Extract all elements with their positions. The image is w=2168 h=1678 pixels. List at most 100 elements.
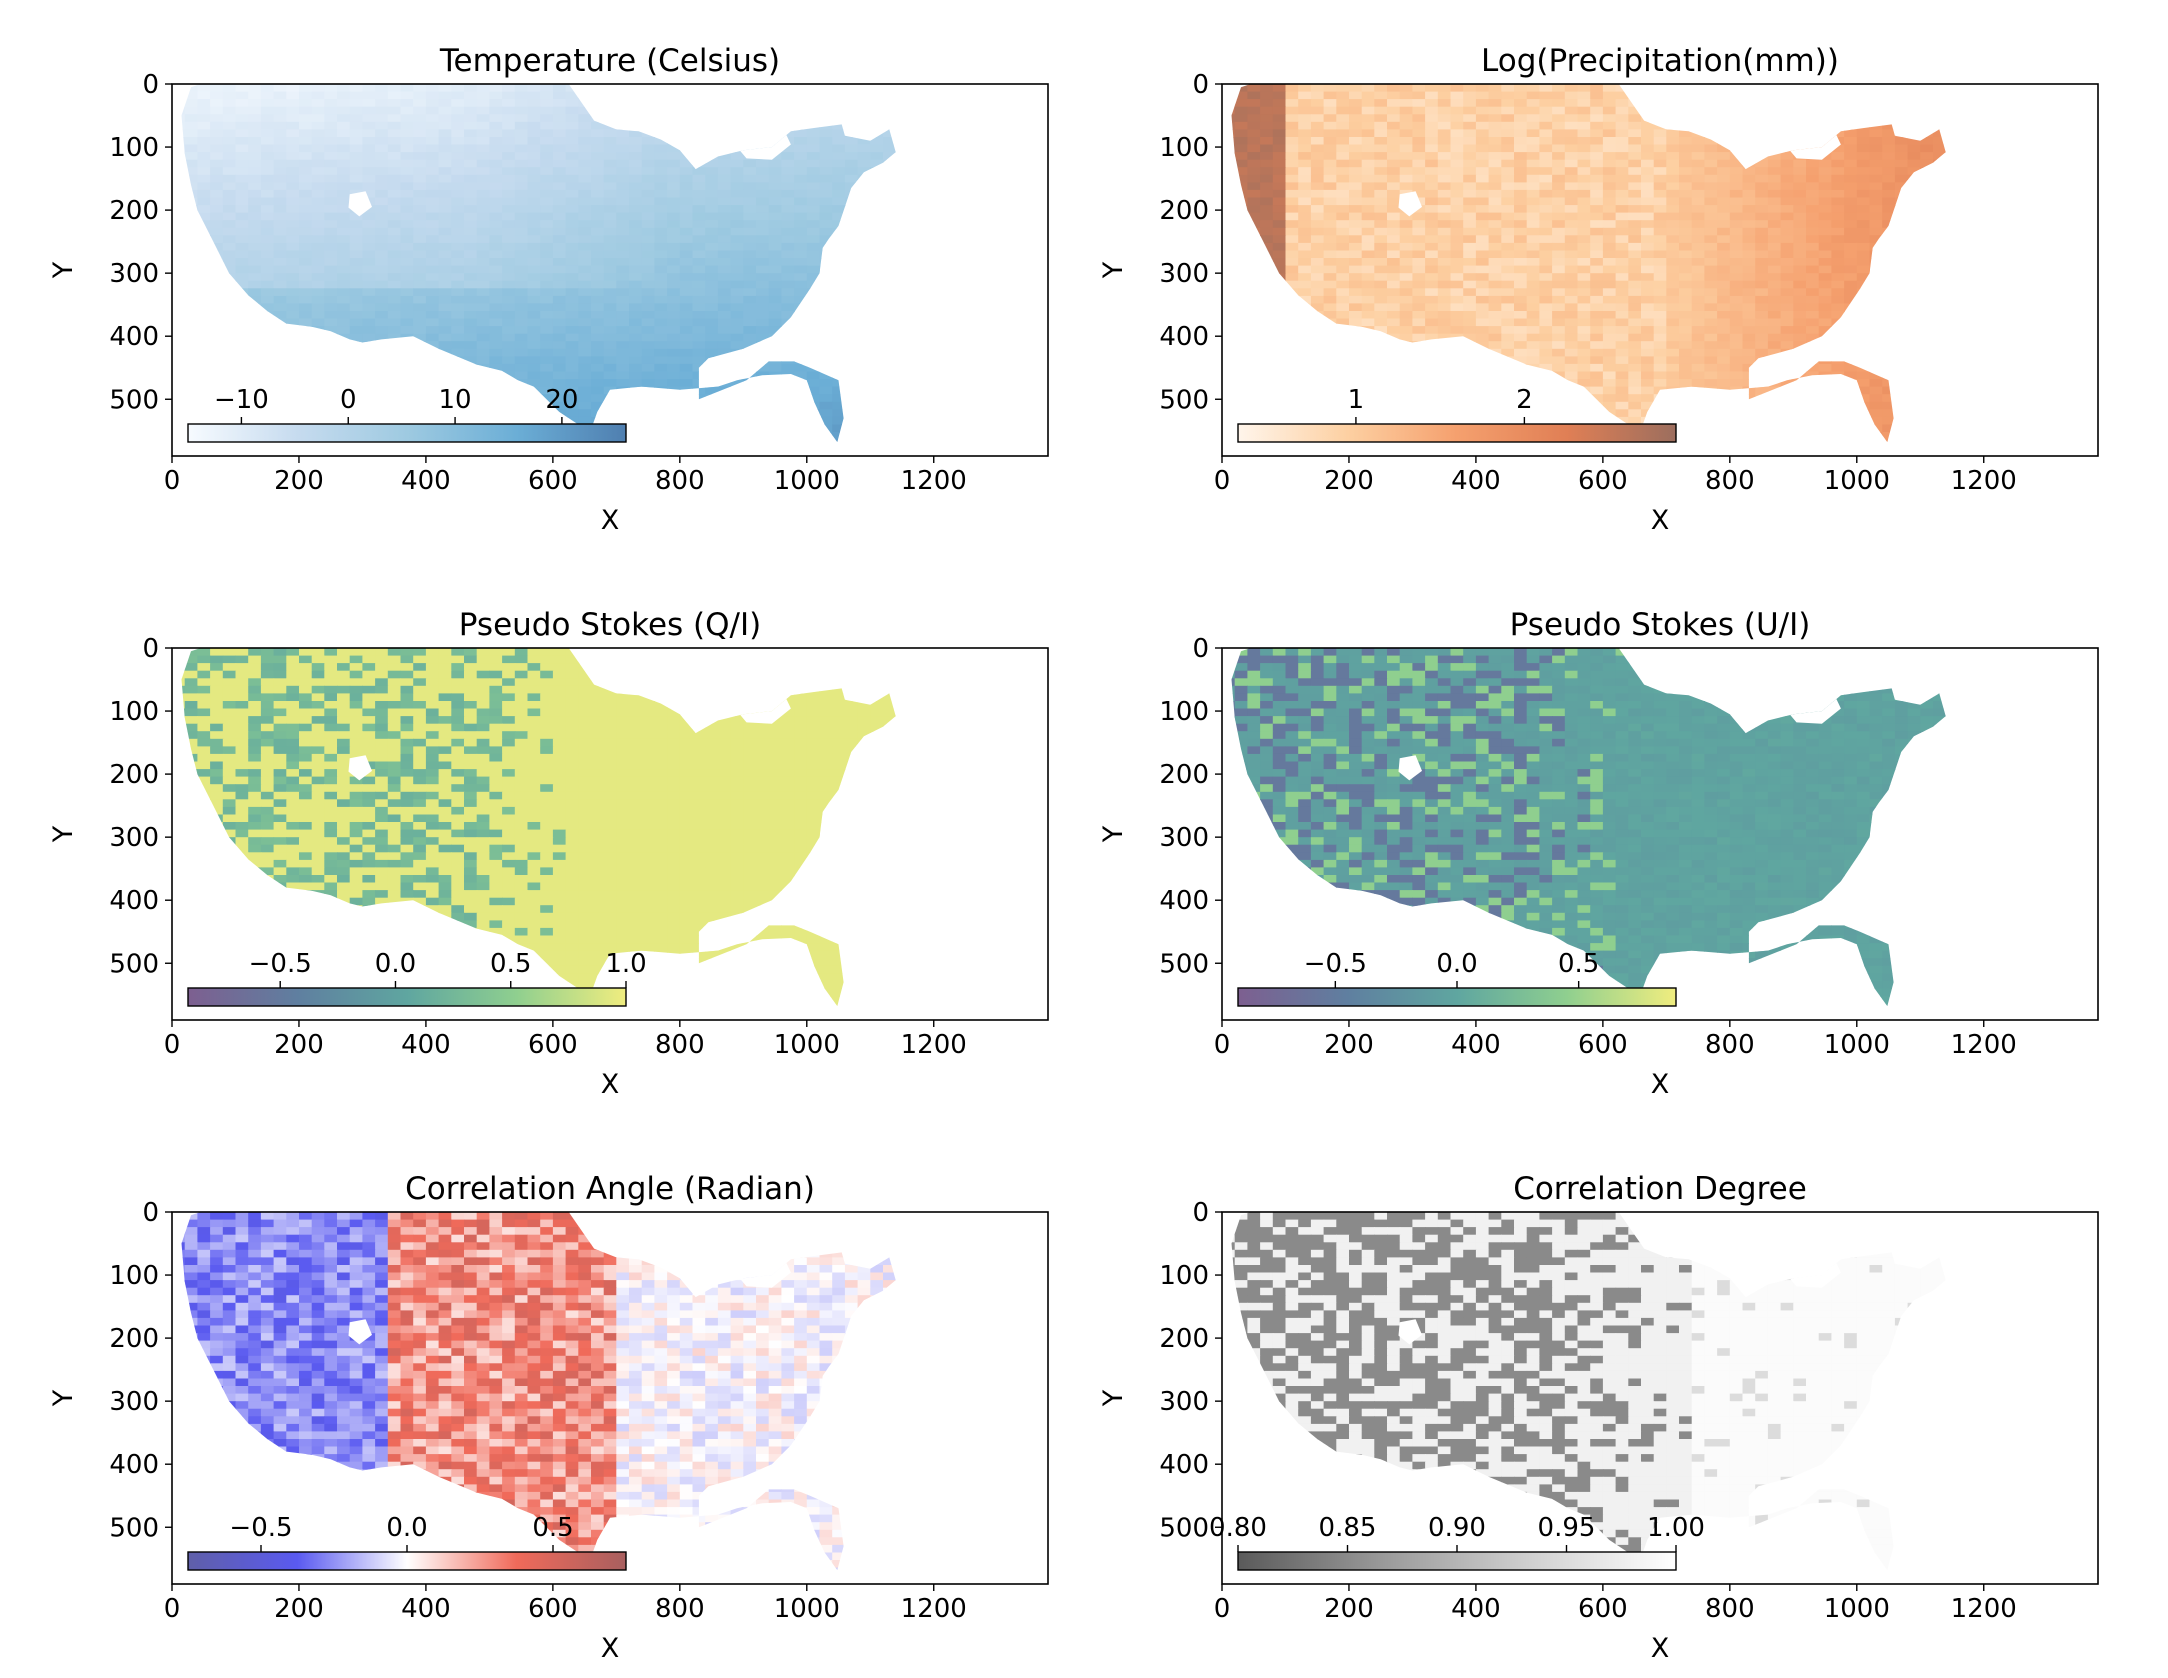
heatmap-cell [1907,318,1921,327]
heatmap-cell [1564,91,1579,100]
heatmap-cell [464,212,478,221]
heatmap-cell [896,167,909,175]
heatmap-cell [1412,356,1426,365]
heatmap-cell [1602,137,1617,146]
heatmap-cell [387,235,402,244]
heatmap-cell [1729,129,1744,138]
heatmap-cell [1590,114,1604,123]
heatmap-cell [1806,197,1820,206]
heatmap-cell [1717,333,1731,342]
heatmap-cell [413,363,427,373]
heatmap-cell [1437,356,1452,365]
heatmap-cell [387,394,402,403]
heatmap-cell [1946,341,1959,349]
heatmap-cell [730,212,744,221]
heatmap-cell [489,121,503,130]
heatmap-cell [1336,99,1350,108]
heatmap-cell [489,333,503,342]
heatmap-cell [1780,106,1794,115]
heatmap-cell [679,152,694,161]
heatmap-cell [730,159,744,168]
heatmap-cell [1628,205,1642,214]
heatmap-cell [387,258,402,267]
heatmap-cell [387,182,402,191]
heatmap-cell [857,363,871,373]
heatmap-cell [260,326,275,335]
heatmap-cell [438,91,452,100]
heatmap-cell [768,182,782,191]
heatmap-cell [552,129,567,138]
heatmap-cell [248,356,262,365]
heatmap-cell [1425,189,1439,199]
heatmap-cell [692,356,706,365]
heatmap-cell [1577,280,1591,289]
heatmap-cell [286,394,300,403]
heatmap-cell [1387,318,1401,327]
heatmap-cell [451,311,465,320]
heatmap-cell [1231,235,1236,244]
heatmap-cell [679,333,694,342]
heatmap-cell [1767,167,1782,176]
heatmap-cell [362,91,376,100]
heatmap-cell [1869,106,1883,115]
heatmap-cell [1361,91,1375,100]
heatmap-cell [514,356,529,365]
heatmap-cell [1946,205,1959,213]
heatmap-cell [451,341,465,350]
heatmap-cell [603,303,617,312]
heatmap-cell [1793,258,1807,267]
heatmap-cell [883,348,896,357]
heatmap-cell [181,371,186,380]
heatmap-cell [641,424,655,433]
heatmap-cell [1704,227,1718,236]
heatmap-cell [1437,250,1452,259]
heatmap-cell [717,152,732,161]
heatmap-cell [654,91,668,100]
heatmap-cell [260,106,275,115]
heatmap-cell [591,129,605,138]
heatmap-cell [552,189,567,199]
heatmap-cell [1615,212,1629,221]
heatmap-cell [400,341,414,350]
heatmap-cell [413,288,427,297]
heatmap-cell [451,182,465,191]
heatmap-cell [184,348,198,357]
heatmap-cell [324,409,338,418]
heatmap-cell [1818,114,1832,123]
heatmap-cell [337,356,351,365]
heatmap-cell [413,295,427,305]
heatmap-cell [768,280,782,289]
heatmap-cell [1577,242,1591,252]
heatmap-cell [578,386,592,395]
heatmap-cell [667,341,681,350]
heatmap-cell [819,197,833,206]
heatmap-cell [181,265,186,274]
heatmap-cell [1856,212,1871,221]
heatmap-cell [806,220,821,229]
heatmap-cell [552,280,567,289]
heatmap-cell [260,356,275,365]
heatmap-cell [400,137,414,146]
heatmap-cell [1437,265,1452,274]
heatmap-cell [896,440,909,448]
heatmap-cell [197,235,211,244]
heatmap-cell [1564,121,1579,130]
heatmap-cell [1361,220,1375,229]
heatmap-cell [1437,258,1452,267]
heatmap-cell [476,401,490,410]
heatmap-cell [1260,356,1274,365]
heatmap-cell [413,144,427,153]
heatmap-cell [337,84,351,93]
heatmap-cell [870,394,884,403]
heatmap-cell [1577,121,1591,130]
heatmap-cell [1526,99,1540,108]
heatmap-field [1231,84,1959,443]
heatmap-cell [1298,265,1312,274]
heatmap-cell [260,273,275,282]
heatmap-cell [565,295,579,305]
heatmap-cell [311,394,325,403]
heatmap-cell [299,197,313,206]
heatmap-cell [756,311,770,320]
heatmap-cell [641,258,655,267]
heatmap-cell [717,197,732,206]
